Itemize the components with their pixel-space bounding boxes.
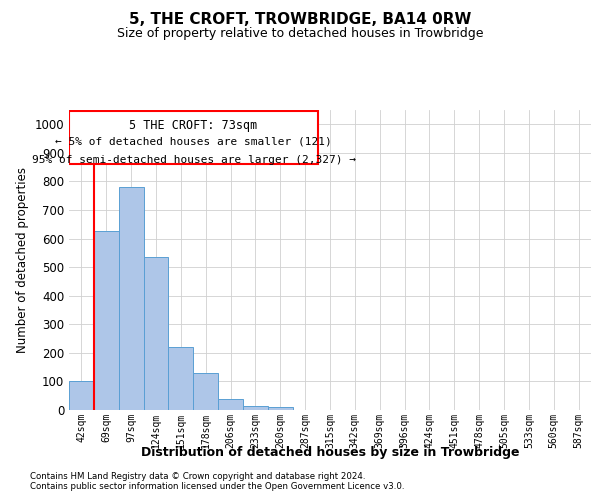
Bar <box>94 232 119 410</box>
Text: 5 THE CROFT: 73sqm: 5 THE CROFT: 73sqm <box>130 119 257 132</box>
Text: Size of property relative to detached houses in Trowbridge: Size of property relative to detached ho… <box>117 28 483 40</box>
Text: Contains HM Land Registry data © Crown copyright and database right 2024.: Contains HM Land Registry data © Crown c… <box>30 472 365 481</box>
Bar <box>143 257 169 410</box>
Text: 95% of semi-detached houses are larger (2,327) →: 95% of semi-detached houses are larger (… <box>32 154 356 164</box>
Bar <box>218 398 243 410</box>
Bar <box>193 373 218 410</box>
Y-axis label: Number of detached properties: Number of detached properties <box>16 167 29 353</box>
Text: Contains public sector information licensed under the Open Government Licence v3: Contains public sector information licen… <box>30 482 404 491</box>
Text: 5, THE CROFT, TROWBRIDGE, BA14 0RW: 5, THE CROFT, TROWBRIDGE, BA14 0RW <box>129 12 471 28</box>
Bar <box>243 406 268 410</box>
Bar <box>69 382 94 410</box>
Text: Distribution of detached houses by size in Trowbridge: Distribution of detached houses by size … <box>141 446 519 459</box>
Bar <box>268 407 293 410</box>
Bar <box>169 347 193 410</box>
FancyBboxPatch shape <box>70 110 317 164</box>
Text: ← 5% of detached houses are smaller (121): ← 5% of detached houses are smaller (121… <box>55 137 332 147</box>
Bar <box>119 187 143 410</box>
